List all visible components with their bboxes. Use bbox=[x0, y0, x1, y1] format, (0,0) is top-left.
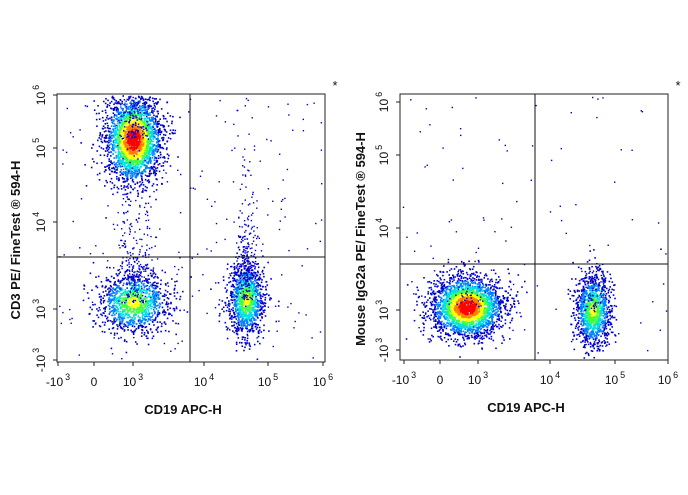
y-tick-label: -103 bbox=[374, 338, 391, 362]
y-tick-label: 103 bbox=[31, 299, 48, 319]
y-tick-label: -103 bbox=[31, 348, 48, 372]
plot-frame bbox=[400, 94, 668, 360]
plot-frame bbox=[57, 94, 325, 362]
y-tick-label: 104 bbox=[31, 212, 48, 232]
y-tick-label: 106 bbox=[374, 92, 391, 112]
x-tick-label: 0 bbox=[437, 373, 444, 387]
y-tick-label: 104 bbox=[374, 218, 391, 238]
corner-mark: * bbox=[675, 78, 680, 93]
y-tick-label: 103 bbox=[374, 300, 391, 320]
y-tick-label: 106 bbox=[31, 85, 48, 105]
x-axis-title: CD19 APC-H bbox=[144, 402, 222, 417]
y-tick-label: 105 bbox=[374, 145, 391, 165]
y-axis-title: CD3 PE/ FineTest ® 594-H bbox=[8, 161, 23, 320]
y-axis-title: Mouse IgG2a PE/ FineTest ® 594-H bbox=[353, 132, 368, 346]
y-tick-label: 105 bbox=[31, 138, 48, 158]
corner-mark: * bbox=[332, 78, 337, 93]
x-axis-title: CD19 APC-H bbox=[487, 400, 565, 415]
x-tick-label: 0 bbox=[91, 375, 98, 389]
